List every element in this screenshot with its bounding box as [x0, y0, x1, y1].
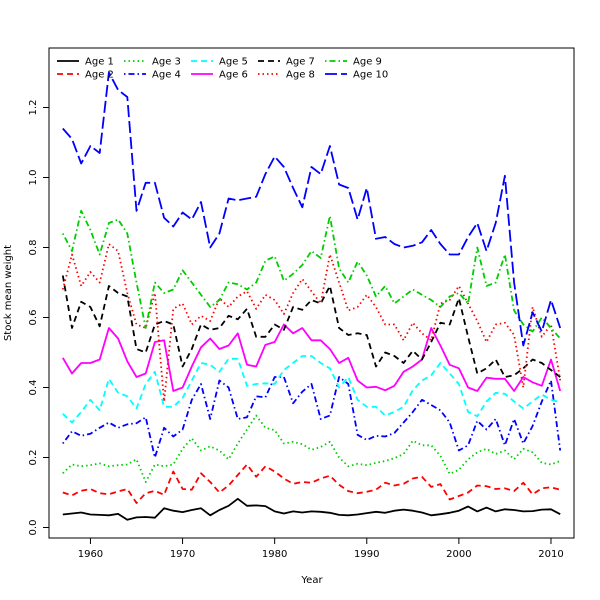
y-tick-label: 1.2: [28, 100, 39, 116]
legend-label-age-3: Age 3: [152, 57, 181, 68]
series-line-age-1: [62, 497, 561, 521]
series-line-age-3: [62, 414, 561, 483]
y-tick-label: 0.8: [28, 240, 39, 256]
legend-label-age-6: Age 6: [219, 70, 248, 81]
y-tick-label: 0.6: [28, 310, 39, 326]
plot-frame: [48, 47, 575, 539]
series-layer: [61, 71, 562, 521]
series-line-age-2: [62, 463, 561, 504]
legend-label-age-2: Age 2: [85, 70, 114, 81]
y-axis-title: Stock mean weight: [3, 245, 14, 341]
x-tick-label: 1970: [170, 549, 195, 560]
x-tick-label: 1980: [262, 549, 287, 560]
legend-label-age-7: Age 7: [286, 57, 315, 68]
y-tick-label: 0.4: [28, 380, 39, 396]
x-axis-title: Year: [300, 575, 323, 586]
y-axis: 0.0 0.2 0.4 0.6 0.8 1.0 1.2: [28, 100, 49, 536]
x-tick-label: 1960: [78, 549, 103, 560]
y-tick-label: 1.0: [28, 170, 39, 186]
x-tick-label: 2010: [538, 549, 563, 560]
x-tick-label: 1990: [354, 549, 379, 560]
series-line-age-10: [62, 71, 562, 347]
series-line-age-8: [61, 243, 562, 403]
y-tick-label: 0.2: [28, 450, 39, 466]
series-line-age-9: [62, 209, 561, 340]
legend-label-age-10: Age 10: [353, 70, 388, 81]
series-line-age-6: [62, 323, 562, 392]
legend: Age 1 Age 2 Age 3 Age 4 Age 5 Age 6 Age 7 Age 8…: [57, 57, 388, 81]
series-line-age-4: [62, 376, 562, 459]
legend-label-age-4: Age 4: [152, 70, 181, 81]
x-tick-label: 2000: [446, 549, 471, 560]
series-line-age-5: [62, 355, 561, 424]
legend-label-age-5: Age 5: [219, 57, 248, 68]
legend-label-age-9: Age 9: [353, 57, 382, 68]
x-axis: 1960 1970 1980 1990 2000 2010: [78, 538, 564, 560]
legend-label-age-1: Age 1: [85, 57, 114, 68]
legend-label-age-8: Age 8: [286, 70, 315, 81]
y-tick-label: 0.0: [28, 520, 39, 536]
